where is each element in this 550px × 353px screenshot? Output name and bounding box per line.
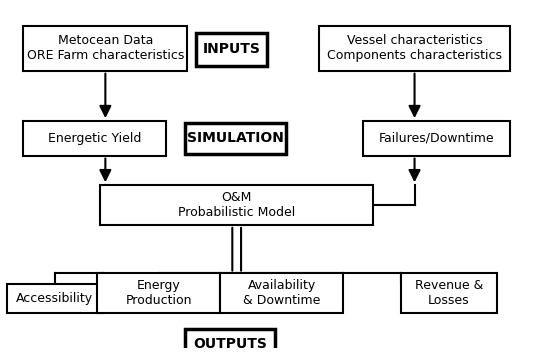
Text: Accessibility: Accessibility	[16, 292, 94, 305]
Text: Failures/Downtime: Failures/Downtime	[378, 132, 494, 145]
Text: Energy
Production: Energy Production	[125, 280, 192, 307]
Text: Vessel characteristics
Components characteristics: Vessel characteristics Components charac…	[327, 34, 502, 62]
Text: OUTPUTS: OUTPUTS	[193, 337, 267, 351]
FancyBboxPatch shape	[23, 26, 188, 71]
FancyBboxPatch shape	[221, 274, 343, 313]
FancyBboxPatch shape	[100, 185, 373, 225]
FancyBboxPatch shape	[401, 274, 497, 313]
FancyBboxPatch shape	[185, 329, 275, 353]
FancyBboxPatch shape	[23, 121, 166, 156]
FancyBboxPatch shape	[185, 123, 286, 154]
Text: Energetic Yield: Energetic Yield	[48, 132, 141, 145]
Text: SIMULATION: SIMULATION	[187, 131, 284, 145]
Text: INPUTS: INPUTS	[202, 42, 260, 56]
FancyBboxPatch shape	[196, 32, 267, 66]
FancyBboxPatch shape	[97, 274, 221, 313]
Text: O&M
Probabilistic Model: O&M Probabilistic Model	[178, 191, 295, 219]
FancyBboxPatch shape	[362, 121, 510, 156]
Text: Metocean Data
ORE Farm characteristics: Metocean Data ORE Farm characteristics	[26, 34, 184, 62]
Text: Availability
& Downtime: Availability & Downtime	[243, 280, 321, 307]
FancyBboxPatch shape	[319, 26, 510, 71]
Text: Revenue &
Losses: Revenue & Losses	[415, 280, 483, 307]
FancyBboxPatch shape	[7, 284, 103, 313]
